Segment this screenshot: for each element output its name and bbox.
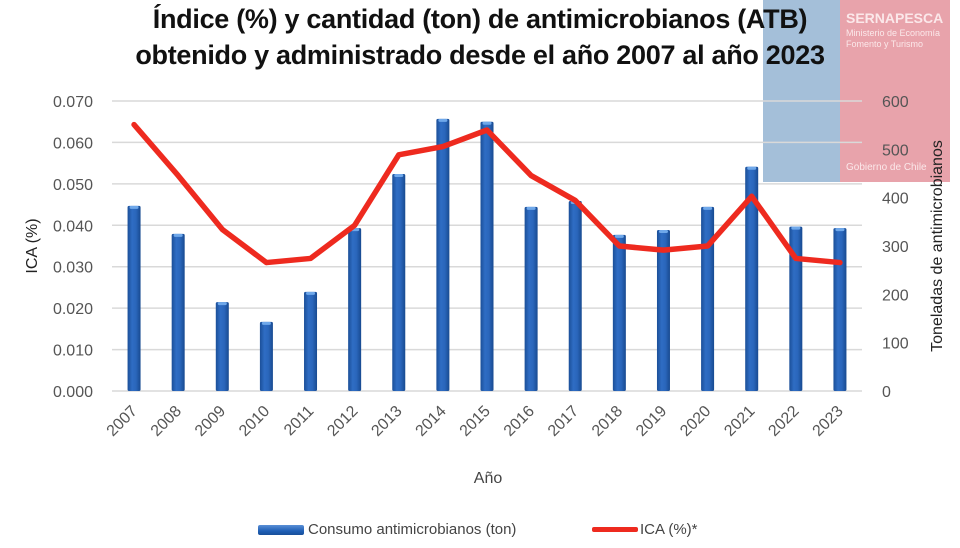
- bar-highlight: [482, 121, 492, 125]
- x-tick-label: 2009: [192, 403, 229, 440]
- x-tick-label: 2017: [545, 403, 582, 440]
- legend-label-bars: Consumo antimicrobianos (ton): [308, 521, 517, 538]
- logo-brand: SERNAPESCA: [846, 10, 944, 26]
- bar: [480, 121, 494, 392]
- legend-swatch-bar-icon: [258, 524, 304, 535]
- logo-background-pink: [840, 0, 950, 182]
- bar-highlight: [173, 233, 183, 237]
- bar: [259, 321, 273, 391]
- legend: Consumo antimicrobianos (ton) ICA (%)*: [0, 521, 960, 543]
- y-right-tick-label: 100: [882, 336, 909, 353]
- y-left-tick-label: 0.030: [53, 260, 93, 277]
- x-tick-label: 2013: [368, 403, 405, 440]
- y-left-tick-label: 0.060: [53, 135, 93, 152]
- bar-highlight: [129, 205, 139, 209]
- y-right-tick-label: 500: [882, 142, 909, 159]
- x-tick-label: 2008: [148, 403, 185, 440]
- x-axis: 2007 2008 2009 2010 2011 2012 2013 2014 2015 2016…: [104, 403, 847, 440]
- y-left-tick-label: 0.020: [53, 301, 93, 318]
- x-axis-label: Año: [474, 470, 503, 487]
- bar: [348, 228, 362, 391]
- line-series: [131, 121, 843, 266]
- bar-highlight: [306, 291, 316, 295]
- chart-title: Índice (%) y cantidad (ton) de antimicro…: [152, 4, 808, 34]
- y-left-tick-label: 0.070: [53, 94, 93, 111]
- legend-item-bars: Consumo antimicrobianos (ton): [258, 521, 516, 538]
- x-tick-label: 2016: [501, 403, 538, 440]
- y-axis-right-label: Toneladas de antimicrobianos: [929, 140, 946, 352]
- x-tick-label: 2022: [765, 403, 802, 440]
- bar: [436, 118, 450, 391]
- bar-series: [127, 118, 847, 392]
- x-tick-label: 2011: [281, 403, 317, 439]
- bar: [568, 201, 582, 391]
- legend-swatch-line-icon: [592, 527, 638, 532]
- legend-item-line: ICA (%)*: [592, 521, 698, 538]
- bar: [127, 205, 141, 391]
- bar-highlight: [438, 118, 448, 122]
- y-left-tick-label: 0.000: [53, 384, 93, 401]
- bar-highlight: [703, 206, 713, 210]
- y-axis-left: 0.000 0.010 0.020 0.030 0.040 0.050 0.060 0.070: [53, 94, 93, 401]
- bar: [833, 228, 847, 391]
- x-tick-label: 2018: [589, 403, 626, 440]
- bar: [524, 206, 538, 391]
- y-right-tick-label: 300: [882, 239, 909, 256]
- bar: [789, 226, 803, 391]
- y-axis-left-label: ICA (%): [24, 218, 41, 273]
- x-tick-label: 2015: [457, 403, 494, 440]
- bar: [612, 234, 626, 391]
- bar-highlight: [526, 206, 536, 210]
- x-tick-label: 2014: [413, 403, 450, 440]
- x-tick-label: 2007: [104, 403, 141, 440]
- bar-highlight: [261, 321, 271, 325]
- bar-highlight: [614, 234, 624, 238]
- bar-highlight: [394, 173, 404, 177]
- legend-label-line: ICA (%)*: [640, 521, 698, 538]
- x-tick-label: 2019: [633, 403, 670, 440]
- logo-subtitle: Ministerio de Economía Fomento y Turismo: [846, 28, 941, 49]
- y-left-tick-label: 0.040: [53, 218, 93, 235]
- bar: [656, 230, 670, 391]
- bar: [701, 206, 715, 391]
- x-tick-label: 2010: [236, 403, 273, 440]
- bar: [745, 166, 759, 391]
- y-left-tick-label: 0.050: [53, 177, 93, 194]
- logo-background-blue: [763, 0, 840, 182]
- x-tick-label: 2012: [324, 403, 361, 440]
- bar-highlight: [658, 230, 668, 234]
- bar: [171, 233, 185, 391]
- bar-highlight: [747, 166, 757, 170]
- y-right-tick-label: 400: [882, 191, 909, 208]
- y-right-tick-label: 0: [882, 384, 891, 401]
- bar: [215, 302, 229, 391]
- x-tick-label: 2021: [721, 403, 758, 440]
- y-right-tick-label: 600: [882, 94, 909, 111]
- bar-highlight: [791, 226, 801, 230]
- bar: [392, 173, 406, 391]
- y-axis-right: 0 100 200 300 400 500 600: [882, 94, 909, 401]
- chart-subtitle: obtenido y administrado desde el año 200…: [135, 40, 825, 70]
- x-tick-label: 2023: [810, 403, 847, 440]
- logo-government: Gobierno de Chile: [846, 162, 927, 173]
- y-left-tick-label: 0.010: [53, 343, 93, 360]
- bar-highlight: [217, 302, 227, 306]
- bar-highlight: [835, 228, 845, 232]
- bar: [304, 291, 318, 391]
- y-right-tick-label: 200: [882, 287, 909, 304]
- x-tick-label: 2020: [677, 403, 714, 440]
